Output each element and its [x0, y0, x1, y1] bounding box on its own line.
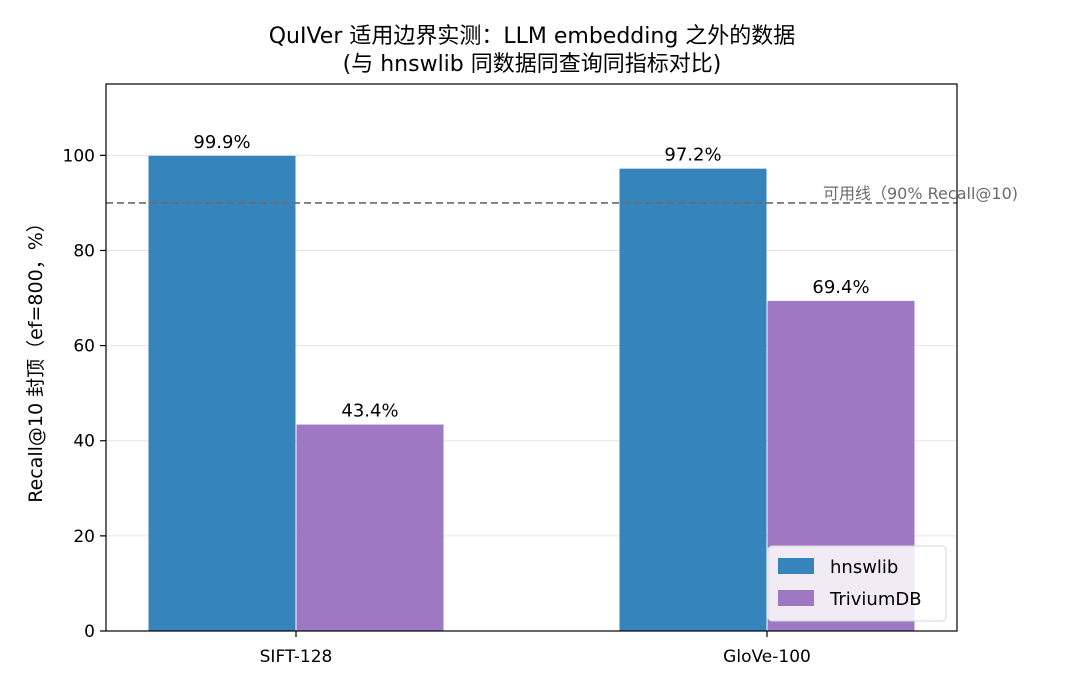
chart-title: QuIVer 适用边界实测：LLM embedding 之外的数据: [269, 24, 796, 49]
y-tick-label: 40: [73, 432, 95, 452]
x-tick-label: SIFT-128: [260, 647, 333, 667]
bar-value-label: 43.4%: [341, 401, 398, 422]
legend-label: TriviumDB: [829, 589, 922, 610]
bar-value-label: 99.9%: [193, 132, 250, 153]
reference-line-label: 可用线（90% Recall@10): [823, 184, 1018, 203]
data-labels: 99.9% 97.2% 43.4% 69.4%: [193, 132, 869, 422]
bar-value-label: 69.4%: [812, 277, 869, 298]
y-tick-label: 0: [84, 622, 95, 642]
y-axis-title: Recall@10 封顶（ef=800，%）: [25, 213, 47, 503]
bars: [148, 155, 915, 632]
reference-line-group: 可用线（90% Recall@10): [106, 184, 1018, 204]
legend-label: hnswlib: [830, 557, 898, 578]
y-tick-label: 100: [63, 146, 95, 166]
bar: [296, 424, 444, 631]
legend-swatch: [778, 558, 814, 574]
legend: hnswlib TriviumDB: [767, 545, 947, 622]
y-tick-label: 60: [73, 337, 95, 357]
bar: [619, 168, 767, 632]
axis-ticks: 0 20 40 60 80 100 SIFT-128 GloVe-100: [63, 146, 811, 667]
legend-swatch: [778, 590, 814, 606]
bar-value-label: 97.2%: [664, 145, 721, 166]
y-tick-label: 80: [73, 241, 95, 261]
x-tick-label: GloVe-100: [723, 647, 811, 667]
plot-frame: [105, 83, 958, 632]
chart-subtitle: (与 hnswlib 同数据同查询同指标对比): [343, 52, 722, 77]
y-tick-label: 20: [73, 527, 95, 547]
bar: [148, 155, 296, 631]
